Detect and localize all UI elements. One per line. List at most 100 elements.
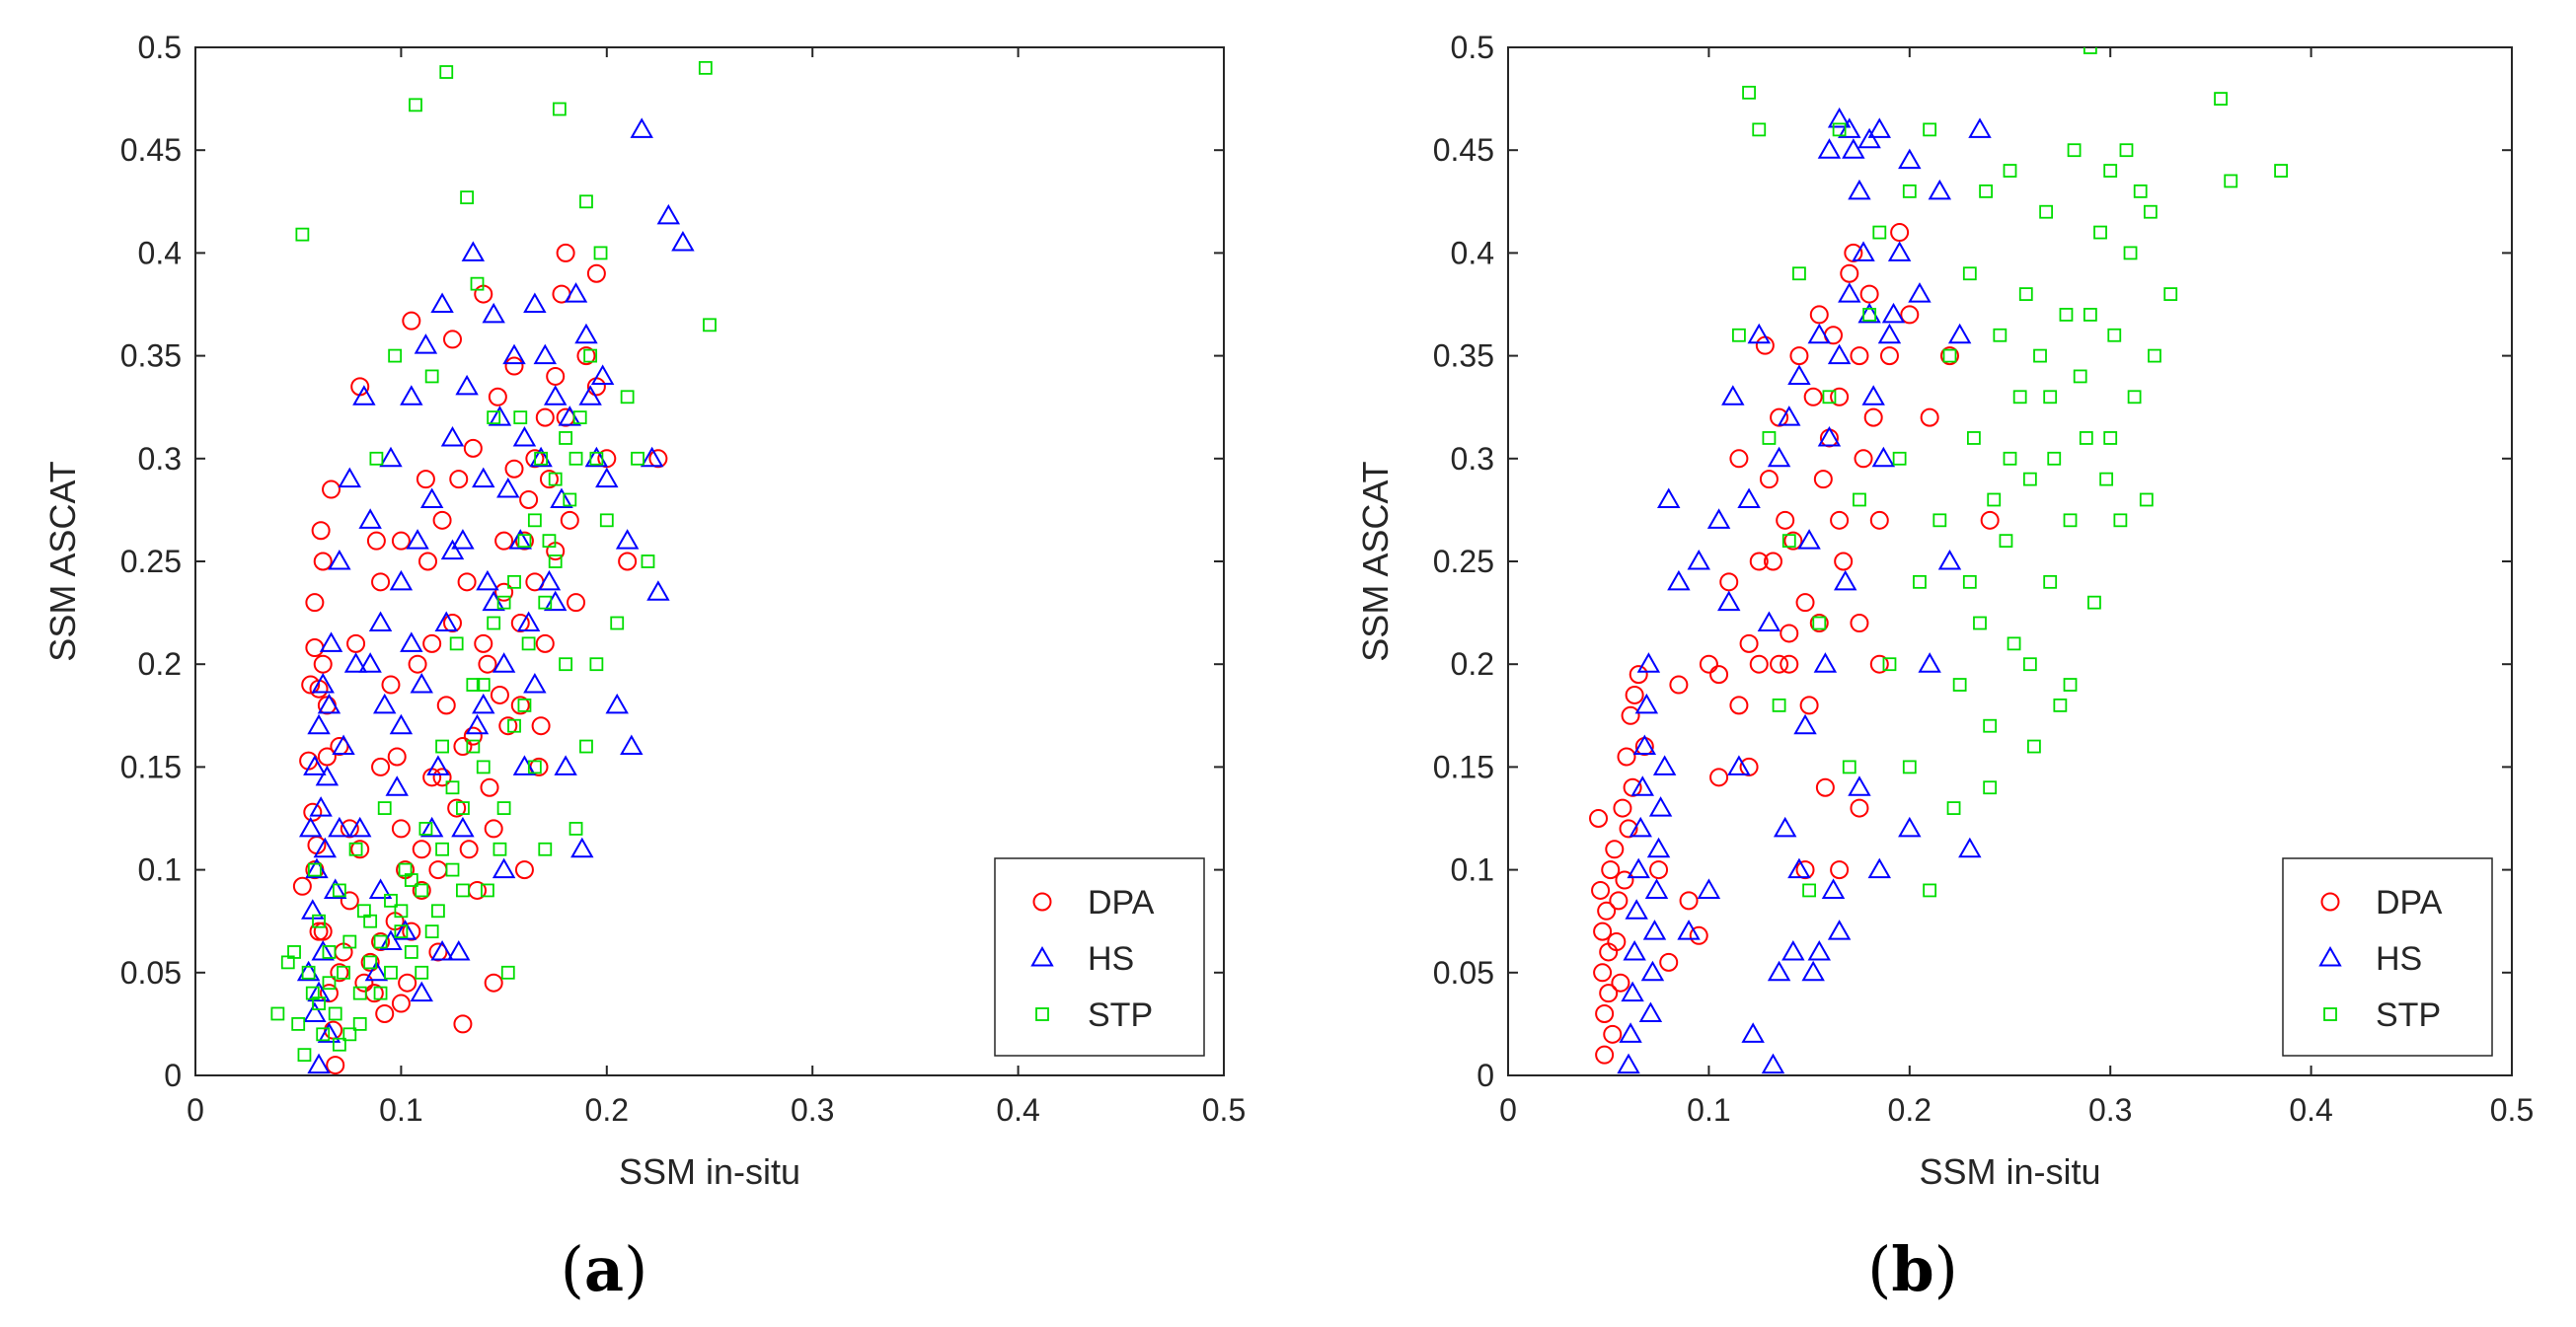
data-point-hs [298, 816, 323, 838]
data-point-stp [445, 780, 460, 795]
x-tick-label: 0.4 [2289, 1092, 2332, 1128]
data-point-stp [517, 698, 532, 712]
data-point-stp [373, 986, 388, 1000]
data-point-stp [466, 678, 481, 692]
data-point-dpa [375, 1003, 395, 1023]
data-point-hs [440, 539, 465, 560]
y-tick-label: 0.2 [1451, 646, 1494, 682]
x-tick-label: 0.4 [996, 1092, 1039, 1128]
data-point-stp [2039, 204, 2054, 219]
data-point-stp [404, 945, 418, 959]
data-point-hs [1656, 487, 1681, 508]
data-point-stp [384, 965, 398, 980]
data-point-hs [319, 631, 343, 652]
y-tick-label: 0.05 [1433, 955, 1494, 991]
data-point-dpa [340, 891, 359, 911]
data-point-hs [1767, 960, 1791, 982]
data-point-dpa [1879, 346, 1899, 366]
data-point-stp [2043, 390, 2058, 405]
data-point-hs [1827, 107, 1852, 128]
data-point-stp [476, 760, 491, 774]
data-point-dpa [1669, 675, 1689, 695]
data-point-hs [1857, 127, 1881, 149]
data-point-dpa [539, 470, 559, 489]
data-point-dpa [484, 973, 503, 993]
data-point-stp [456, 801, 470, 815]
data-point-stp [316, 1027, 331, 1042]
data-point-dpa [371, 572, 391, 592]
data-point-dpa [1611, 973, 1630, 993]
data-point-hs [328, 549, 351, 570]
data-point-hs [656, 203, 681, 225]
data-point-hs [328, 816, 351, 838]
data-point-hs [1644, 878, 1669, 899]
data-point-dpa [531, 716, 551, 736]
data-point-dpa [1739, 633, 1759, 653]
data-point-stp [2022, 657, 2037, 672]
data-point-dpa [1613, 798, 1632, 818]
data-point-dpa [350, 840, 370, 859]
y-tick-label: 0.3 [1451, 441, 1494, 477]
data-point-stp [1902, 760, 1917, 774]
data-point-hs [323, 878, 347, 899]
data-point-stp [2063, 678, 2078, 692]
panel-label-close: ) [1934, 1233, 1958, 1305]
data-point-stp [481, 883, 494, 898]
data-point-hs [419, 816, 444, 838]
data-point-dpa [436, 696, 456, 715]
data-point-hs [1717, 590, 1741, 612]
data-point-dpa [449, 470, 469, 489]
data-point-hs [564, 282, 588, 303]
data-point-dpa [567, 593, 586, 613]
y-tick-label: 0 [164, 1058, 182, 1093]
data-point-hs [317, 693, 341, 714]
data-point-dpa [1709, 665, 1729, 685]
data-point-hs [461, 241, 486, 261]
data-point-dpa [1830, 860, 1850, 880]
data-point-dpa [494, 582, 514, 602]
data-point-hs [1778, 405, 1801, 426]
data-point-stp [1999, 534, 2013, 549]
data-point-dpa [480, 777, 499, 797]
data-point-hs [305, 857, 329, 879]
data-point-hs [1617, 1053, 1640, 1074]
data-point-dpa [1593, 922, 1613, 941]
data-point-hs [615, 529, 640, 550]
data-point-hs [1821, 878, 1846, 899]
data-point-dpa [1597, 901, 1617, 921]
data-point-hs [1706, 508, 1731, 529]
data-point-stp [435, 739, 449, 754]
data-point-hs [1727, 755, 1751, 775]
data-point-dpa [354, 973, 374, 993]
data-point-hs [352, 385, 376, 405]
data-point-hs [379, 446, 403, 468]
data-point-hs [1787, 857, 1811, 879]
data-point-dpa [1809, 614, 1829, 633]
data-point-hs [309, 796, 333, 817]
data-point-stp [487, 616, 501, 630]
data-point-dpa [371, 757, 391, 776]
data-point-hs [1881, 302, 1906, 324]
data-point-stp [2087, 595, 2101, 610]
data-point-dpa [1589, 809, 1609, 828]
data-point-stp [507, 718, 521, 733]
data-point-stp [297, 1048, 312, 1063]
panel-label: (b) [1867, 1233, 1958, 1305]
data-point-hs [311, 673, 335, 694]
data-point-stp [2083, 308, 2097, 322]
data-point-stp [1979, 184, 1993, 198]
data-point-hs [364, 960, 389, 982]
data-point-hs [1627, 857, 1650, 879]
data-point-stp [2127, 390, 2142, 405]
legend-marker-stp [2323, 1007, 2337, 1021]
data-point-dpa [322, 479, 341, 499]
x-tick-label: 0.5 [1202, 1092, 1246, 1128]
data-point-dpa [490, 685, 509, 704]
data-point-dpa [1605, 840, 1625, 859]
data-point-dpa [1830, 387, 1850, 406]
panel-b: 0 0.1 0.2 0.3 0.4 0.5 0 0.05 0.1 0.15 0.2 0.25 0.3 0.… [1355, 30, 2534, 1305]
data-point-hs [434, 611, 458, 632]
data-point-stp [589, 657, 604, 672]
data-point-hs [1632, 734, 1657, 756]
data-point-hs [358, 652, 382, 673]
